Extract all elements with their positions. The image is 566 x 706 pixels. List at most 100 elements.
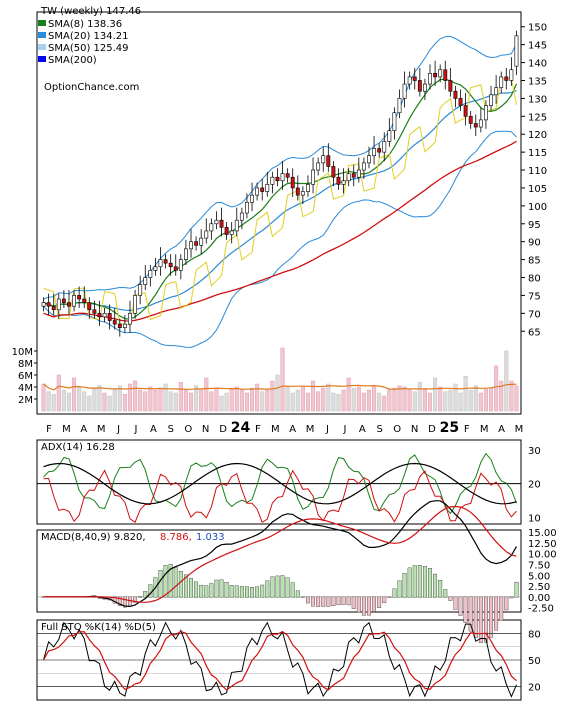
volume-bar bbox=[260, 391, 265, 412]
candle-body bbox=[306, 184, 310, 192]
candle-body bbox=[509, 69, 514, 81]
x-tick-label: O bbox=[184, 424, 192, 435]
candle-body bbox=[51, 305, 56, 311]
lower-band-line bbox=[43, 130, 517, 348]
macd-histogram-bar bbox=[260, 584, 265, 598]
macd-histogram-bar bbox=[417, 564, 422, 598]
volume-bar bbox=[56, 374, 61, 412]
x-tick-label: A bbox=[150, 424, 157, 435]
macd-histogram-bar bbox=[453, 596, 458, 610]
volume-bar bbox=[229, 389, 234, 412]
volume-bar bbox=[422, 389, 427, 412]
macd-histogram-bar bbox=[458, 596, 463, 616]
macd-histogram-bar bbox=[412, 565, 417, 598]
keltner-line bbox=[43, 77, 517, 326]
volume-bar bbox=[321, 387, 326, 412]
candle-body bbox=[438, 69, 443, 78]
volume-bar bbox=[112, 389, 117, 412]
macd-tick-label: 12.50 bbox=[528, 539, 557, 550]
macd-histogram-bar bbox=[402, 573, 407, 598]
candle-body bbox=[372, 148, 377, 157]
macd-histogram-bar bbox=[133, 596, 138, 603]
macd-histogram-bar bbox=[351, 596, 356, 609]
volume-bar bbox=[372, 385, 377, 412]
volume-bar bbox=[351, 387, 356, 412]
price-tick-label: 130 bbox=[528, 94, 547, 105]
volume-bar bbox=[356, 386, 361, 412]
volume-bar bbox=[209, 391, 214, 412]
x-tick-label: J bbox=[116, 424, 120, 435]
volume-tick-label: 6M bbox=[18, 371, 33, 382]
macd-title: MACD(8,40,9) 9.820, bbox=[41, 532, 146, 543]
candle-body bbox=[265, 184, 270, 192]
candle-body bbox=[361, 162, 366, 171]
macd-histogram-bar bbox=[275, 575, 280, 598]
volume-bar bbox=[204, 377, 209, 412]
macd-histogram-bar bbox=[377, 596, 382, 609]
x-tick-label: M bbox=[97, 424, 106, 435]
candle-body bbox=[250, 194, 254, 203]
volume-bar bbox=[97, 385, 102, 412]
macd-histogram-bar bbox=[290, 582, 295, 598]
candle-body bbox=[448, 80, 453, 92]
candle-body bbox=[133, 295, 138, 314]
price-tick-label: 105 bbox=[528, 184, 547, 195]
legend-label: SMA(8) 138.36 bbox=[48, 19, 122, 30]
macd-histogram-bar bbox=[138, 596, 143, 598]
volume-bar bbox=[82, 391, 87, 412]
sma8-line bbox=[43, 78, 518, 320]
candle-body bbox=[194, 241, 199, 246]
macd-histogram-bar bbox=[326, 596, 331, 607]
candle-body bbox=[163, 259, 168, 264]
volume-bar bbox=[199, 389, 204, 412]
candle-body bbox=[219, 219, 224, 228]
candle-body bbox=[331, 166, 336, 178]
candle-body bbox=[260, 187, 265, 192]
candle-body bbox=[290, 176, 295, 189]
macd-histogram-bar bbox=[189, 577, 193, 598]
price-tick-label: 140 bbox=[528, 59, 547, 70]
adx-minus-di-line bbox=[43, 469, 517, 524]
candle-body bbox=[229, 230, 234, 235]
macd-histogram-bar bbox=[468, 596, 473, 632]
macd-histogram-bar bbox=[361, 596, 366, 616]
volume-bar bbox=[295, 389, 300, 412]
volume-bar bbox=[285, 386, 290, 412]
candle-body bbox=[397, 98, 402, 114]
price-tick-label: 110 bbox=[528, 166, 547, 177]
x-tick-label: A bbox=[359, 424, 366, 435]
macd-histogram-bar bbox=[194, 581, 199, 598]
volume-bar bbox=[478, 392, 483, 412]
candle-body bbox=[326, 155, 331, 167]
macd-histogram-bar bbox=[422, 566, 427, 598]
candle-body bbox=[168, 262, 173, 268]
macd-histogram-bar bbox=[346, 596, 351, 606]
candle-body bbox=[422, 83, 427, 92]
volume-bar bbox=[397, 385, 402, 412]
price-tick-label: 100 bbox=[528, 202, 547, 213]
volume-bar bbox=[102, 392, 107, 412]
volume-bar bbox=[107, 395, 112, 412]
x-tick-label: A bbox=[498, 424, 505, 435]
macd-histogram-bar bbox=[478, 596, 483, 643]
macd-histogram-bar bbox=[499, 596, 504, 621]
candle-body bbox=[214, 219, 219, 225]
candle-body bbox=[143, 277, 148, 285]
volume-bar bbox=[168, 391, 173, 412]
price-panel bbox=[36, 11, 522, 415]
volume-bar bbox=[336, 393, 341, 412]
macd-histogram-bar bbox=[509, 596, 514, 599]
adx-tick-label: 30 bbox=[528, 446, 541, 457]
volume-bar bbox=[387, 389, 392, 412]
legend-label: SMA(200) bbox=[48, 55, 97, 66]
candle-body bbox=[377, 148, 382, 153]
candle-body bbox=[72, 295, 76, 307]
price-tick-label: 115 bbox=[528, 148, 547, 159]
macd-histogram-bar bbox=[214, 579, 219, 598]
candle-body bbox=[321, 155, 326, 164]
macd-histogram-bar bbox=[443, 589, 448, 598]
candle-body bbox=[473, 123, 478, 128]
volume-bar bbox=[280, 347, 285, 412]
